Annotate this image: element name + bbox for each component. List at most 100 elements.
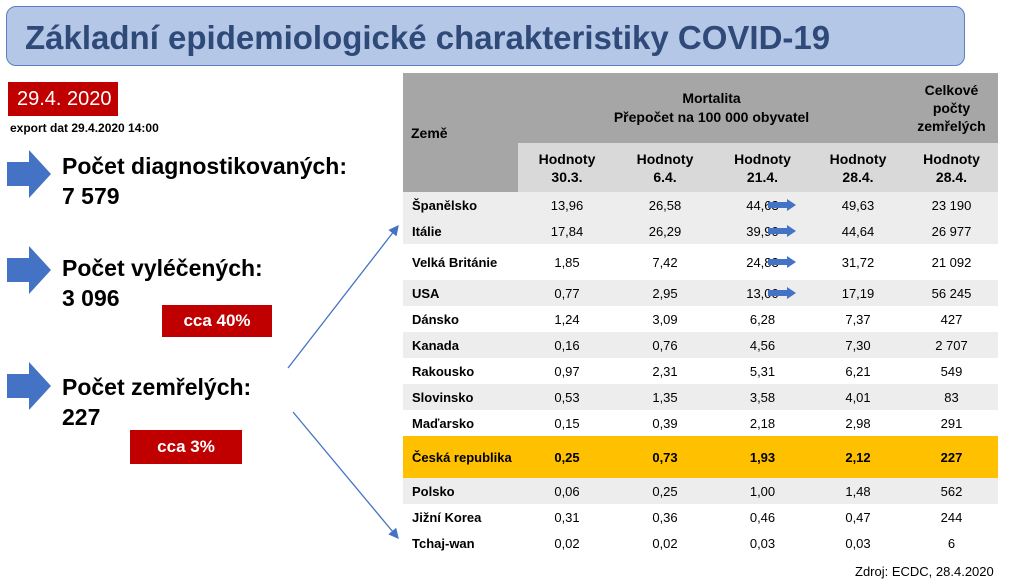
value-cell: 7,30 (811, 332, 905, 358)
value-cell: 1,85 (554, 254, 580, 270)
country-cell: Tchaj-wan (412, 535, 475, 551)
value-cell: 0,25 (518, 436, 616, 478)
subheader-21-4: Hodnoty 21.4. (714, 143, 811, 192)
arrow-right-icon (768, 225, 796, 237)
total-cell: 56 245 (905, 280, 998, 306)
value-cell: 24,83 (714, 244, 811, 280)
value-cell: 31,72 (841, 254, 875, 270)
value-cell: 3,09 (652, 311, 678, 327)
value-cell: 4,56 (714, 332, 811, 358)
total-cell: 6 (947, 535, 956, 551)
value-cell: 17,84 (518, 218, 616, 244)
value-cell: 2,18 (749, 415, 776, 431)
value-cell: 0,02 (652, 535, 678, 551)
total-cell: 549 (940, 363, 963, 379)
stat-deaths-label: Počet zemřelých: (62, 374, 252, 400)
value-cell: 1,00 (714, 478, 811, 504)
table-row: Tchaj-wan 0,02 0,02 0,03 0,03 6 (403, 530, 998, 556)
value-cell: 0,03 (749, 535, 776, 551)
value-cell: 5,31 (749, 363, 776, 379)
total-cell: 2 707 (905, 332, 998, 358)
value-cell: 0,76 (616, 332, 714, 358)
total-cell: 562 (905, 478, 998, 504)
total-cell: 23 190 (905, 192, 998, 218)
value-cell: 6,28 (749, 311, 776, 327)
country-cell: Velká Británie (412, 254, 498, 270)
table-row: Dánsko 1,24 3,09 6,28 7,37 427 (403, 306, 998, 332)
arrow-right-icon (768, 199, 796, 211)
value-cell: 49,63 (811, 192, 905, 218)
mortality-table: Země Mortalita Přepočet na 100 000 obyva… (403, 73, 998, 556)
value-cell: 0,97 (554, 363, 580, 379)
value-cell: 13,00 (714, 280, 811, 306)
country-cell: Slovinsko (403, 384, 518, 410)
value-cell: 4,01 (811, 384, 905, 410)
table-row: Maďarsko 0,15 0,39 2,18 2,98 291 (403, 410, 998, 436)
table-row: USA 0,77 2,95 13,00 17,19 56 245 (403, 280, 998, 306)
value-cell: 1,35 (616, 384, 714, 410)
table-row: Kanada 0,16 0,76 4,56 7,30 2 707 (403, 332, 998, 358)
deaths-header: Celkové počty zemřelých (905, 73, 998, 143)
deaths-percent-badge: cca 3% (130, 430, 242, 464)
subheader-28-4: Hodnoty 28.4. (811, 143, 905, 192)
source-note: Zdroj: ECDC, 28.4.2020 (855, 564, 994, 579)
mortality-header: Mortalita Přepočet na 100 000 obyvatel (518, 73, 905, 143)
stat-diagnosed-label: Počet diagnostikovaných: (62, 153, 348, 179)
value-cell: 0,06 (518, 478, 616, 504)
value-cell: 0,39 (652, 415, 678, 431)
value-cell: 2,31 (652, 363, 678, 379)
value-cell: 39,90 (714, 218, 811, 244)
arrow-right-icon (7, 150, 51, 198)
table-row: Polsko 0,06 0,25 1,00 1,48 562 (403, 478, 998, 504)
value-cell: 2,98 (845, 415, 871, 431)
table-row-highlighted: Česká republika 0,25 0,73 1,93 2,12 227 (403, 436, 998, 478)
value-cell: 6,21 (845, 363, 871, 379)
country-cell: Rakousko (412, 363, 475, 379)
total-cell: 21 092 (931, 254, 972, 270)
value-cell: 0,77 (518, 280, 616, 306)
title-banner: Základní epidemiologické charakteristiky… (6, 6, 965, 66)
value-cell: 13,96 (518, 192, 616, 218)
subheader-6-4: Hodnoty 6.4. (616, 143, 714, 192)
value-cell: 0,02 (554, 535, 580, 551)
table-row: Velká Británie 1,85 7,42 24,83 31,72 21 … (403, 244, 998, 280)
country-cell: Dánsko (412, 311, 459, 327)
table-row: Jižní Korea 0,31 0,36 0,46 0,47 244 (403, 504, 998, 530)
arrow-right-icon (768, 287, 796, 299)
value-cell: 0,16 (518, 332, 616, 358)
value-cell: 0,03 (845, 535, 871, 551)
value-cell: 0,25 (616, 478, 714, 504)
stat-recovered-value: 3 096 (62, 285, 120, 311)
stat-diagnosed-value: 7 579 (62, 183, 120, 209)
value-cell: 0,31 (554, 509, 580, 525)
value-cell: 0,73 (616, 436, 714, 478)
value-cell: 1,93 (714, 436, 811, 478)
country-cell: Kanada (403, 332, 518, 358)
connector-down-line (292, 411, 399, 539)
country-cell: Jižní Korea (412, 509, 482, 525)
total-cell: 26 977 (905, 218, 998, 244)
country-header: Země (403, 73, 518, 192)
table-row: Itálie 17,84 26,29 39,90 44,64 26 977 (403, 218, 998, 244)
value-cell: 0,47 (845, 509, 871, 525)
recovered-percent-badge: cca 40% (162, 305, 272, 337)
country-cell: Česká republika (403, 436, 518, 478)
country-cell: Polsko (403, 478, 518, 504)
arrow-right-icon (7, 362, 51, 410)
stat-recovered-label: Počet vyléčených: (62, 255, 263, 281)
value-cell: 0,36 (652, 509, 678, 525)
value-cell: 1,48 (811, 478, 905, 504)
value-cell: 44,64 (811, 218, 905, 244)
total-cell: 291 (940, 415, 963, 431)
export-note: export dat 29.4.2020 14:00 (10, 121, 159, 135)
country-cell: USA (403, 280, 518, 306)
country-cell: Maďarsko (412, 415, 475, 431)
value-cell: 0,46 (749, 509, 776, 525)
table-row: Španělsko 13,96 26,58 44,63 49,63 23 190 (403, 192, 998, 218)
table-row: Rakousko 0,97 2,31 5,31 6,21 549 (403, 358, 998, 384)
value-cell: 7,42 (652, 254, 678, 270)
connector-up-line (287, 224, 399, 369)
value-cell: 2,12 (811, 436, 905, 478)
total-cell: 427 (940, 311, 963, 327)
country-cell: Itálie (403, 218, 518, 244)
